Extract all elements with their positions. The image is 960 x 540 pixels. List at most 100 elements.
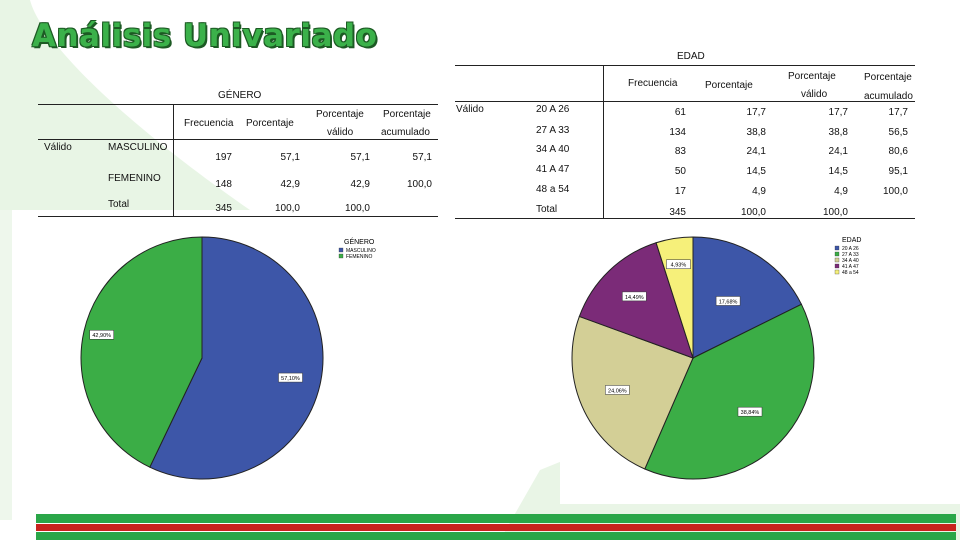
legend-label: 48 a 54 [842,270,859,276]
legend-title: GÉNERO [344,237,375,246]
data-label: 57,10% [281,376,300,382]
genero-header-porcentaje: Porcentaje [246,118,294,129]
cell-valido: 4,9 [834,186,848,197]
edad-col-divider [603,65,604,218]
cell-valido: 57,1 [350,152,370,163]
slide-title: Análisis Univariado [32,18,378,54]
row-label: MASCULINO [108,142,168,153]
row-label: Total [536,204,558,215]
edad-header-valido-1: Porcentaje [788,71,836,82]
legend-swatch [834,251,840,257]
genero-header-acumulado-2: acumulado [381,127,430,138]
edad-table-bottom-rule [455,218,915,219]
legend-label: 34 A 40 [842,258,859,264]
row-label: Total [108,199,130,210]
data-label: 4,93% [671,263,687,269]
edad-header-frecuencia: Frecuencia [628,78,678,89]
legend-label: FEMENINO [346,254,373,260]
cell-porcentaje: 38,8 [746,127,766,138]
legend-swatch [834,257,840,263]
genero-col-divider [173,104,174,216]
pie-slice [149,236,324,480]
row-label: FEMENINO [108,173,161,184]
legend-swatch [834,263,840,269]
genero-group-label: Válido [44,142,72,153]
legend-swatch [834,269,840,275]
cell-frecuencia: 197 [215,152,232,163]
cell-frecuencia: 50 [674,166,686,177]
pie-slice [692,236,803,359]
edad-header-acumulado-1: Porcentaje [864,72,912,83]
legend-swatch [834,245,840,251]
genero-header-frecuencia: Frecuencia [184,118,234,129]
cell-acumulado: 17,7 [888,107,908,118]
edad-table-top-rule [455,65,915,66]
data-label: 14,49% [625,295,644,301]
edad-group-label: Válido [456,104,484,115]
data-label-box [622,291,647,302]
cell-frecuencia: 83 [674,146,686,157]
cell-acumulado: 56,5 [888,127,908,138]
cell-frecuencia: 345 [215,203,232,214]
pie-slice [80,236,203,468]
data-label-box [737,406,763,417]
cell-porcentaje: 4,9 [752,186,766,197]
data-label: 24,06% [608,388,627,394]
genero-header-acumulado-1: Porcentaje [383,109,431,120]
row-label: 27 A 33 [536,125,570,136]
edad-header-rule [455,101,915,102]
cell-frecuencia: 17 [674,186,686,197]
row-label: 41 A 47 [536,164,570,175]
cell-frecuencia: 61 [674,107,686,118]
row-label: 48 a 54 [536,184,570,195]
cell-porcentaje: 14,5 [746,166,766,177]
cell-acumulado: 100,0 [882,186,908,197]
genero-header-valido-1: Porcentaje [316,109,364,120]
genero-table-bottom-rule [38,216,438,217]
row-label: 20 A 26 [536,104,570,115]
legend-swatch [338,253,344,259]
genero-table-caption: GÉNERO [218,90,262,101]
legend-label: MASCULINO [346,248,376,254]
cell-valido: 38,8 [828,127,848,138]
pie-slice [644,303,815,480]
genero-table-top-rule [38,104,438,105]
cell-valido: 24,1 [828,146,848,157]
cell-porcentaje: 100,0 [274,203,300,214]
cell-porcentaje: 24,1 [746,146,766,157]
footer-red-bar [36,524,956,531]
cell-frecuencia: 148 [215,179,232,190]
footer-green-bar-2 [36,532,956,540]
genero-header-valido-2: válido [327,127,354,138]
legend-label: 27 A 33 [842,252,859,258]
edad-header-acumulado-2: acumulado [864,91,913,102]
cell-porcentaje: 17,7 [746,107,766,118]
cell-acumulado: 100,0 [406,179,432,190]
cell-frecuencia: 134 [669,127,686,138]
data-label-box [715,296,741,306]
cell-frecuencia: 345 [669,207,686,218]
legend-label: 20 A 26 [842,246,859,252]
cell-acumulado: 80,6 [888,146,908,157]
data-label-box [605,385,630,395]
cell-porcentaje: 100,0 [740,207,766,218]
pie-slices: 57,10% 42,90% [80,236,324,480]
cell-valido: 100,0 [822,207,848,218]
data-label-box [89,329,114,340]
data-label: 42,90% [92,333,111,339]
cell-porcentaje: 57,1 [280,152,300,163]
edad-header-porcentaje: Porcentaje [705,80,753,91]
cell-porcentaje: 42,9 [280,179,300,190]
legend-title: EDAD [842,237,861,244]
cell-valido: 100,0 [344,203,370,214]
edad-header-valido-2: válido [801,89,828,100]
data-label-box [278,372,303,383]
data-label: 38,84% [741,410,760,416]
row-label: 34 A 40 [536,144,570,155]
legend-swatch [338,247,344,253]
data-label: 17,68% [719,299,738,305]
